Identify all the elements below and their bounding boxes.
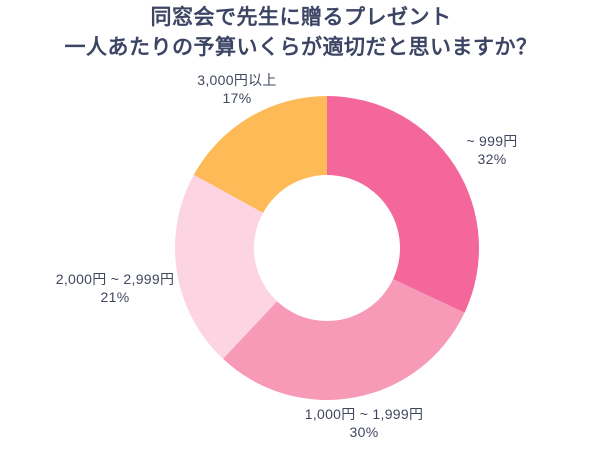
chart-title-line1: 同窓会で先生に贈るプレゼント bbox=[150, 6, 452, 29]
donut-slice-1000-1999 bbox=[222, 279, 465, 400]
donut-chart bbox=[174, 95, 479, 400]
chart-title: 同窓会で先生に贈るプレゼント 一人あたりの予算いくらが適切だと思いますか？ bbox=[0, 3, 602, 63]
slice-label-2000-2999-text: 2,000円 ~ 2,999円 bbox=[55, 271, 175, 287]
chart-title-line2: 一人あたりの予算いくらが適切だと思いますか？ bbox=[64, 36, 538, 59]
donut-slice-2000-2999 bbox=[174, 174, 278, 359]
slice-label-under-999: ~ 999円 32% bbox=[412, 132, 572, 168]
slice-label-under-999-text: ~ 999円 bbox=[466, 133, 518, 149]
slice-label-2000-2999-pct: 21% bbox=[100, 289, 130, 305]
slice-label-under-999-pct: 32% bbox=[477, 151, 507, 167]
donut-slice-under-999 bbox=[327, 96, 479, 313]
slice-label-2000-2999: 2,000円 ~ 2,999円 21% bbox=[15, 270, 215, 306]
slice-label-3000-plus-text: 3,000円以上 bbox=[197, 72, 277, 88]
slice-label-1000-1999-pct: 30% bbox=[349, 424, 379, 440]
slice-label-3000-plus-pct: 17% bbox=[222, 90, 252, 106]
slice-label-1000-1999-text: 1,000円 ~ 1,999円 bbox=[304, 406, 424, 422]
donut-slice-3000-plus bbox=[193, 95, 327, 213]
slice-label-1000-1999: 1,000円 ~ 1,999円 30% bbox=[264, 405, 464, 441]
donut-chart-container bbox=[172, 93, 482, 403]
slice-label-3000-plus: 3,000円以上 17% bbox=[137, 71, 337, 107]
